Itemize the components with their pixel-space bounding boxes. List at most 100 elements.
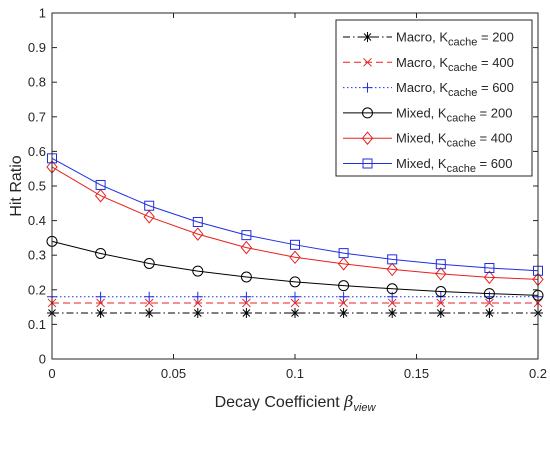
- data-point-s4-10: [483, 288, 495, 300]
- data-point-s1-2-shape: [95, 307, 106, 318]
- data-point-s1-6: [290, 307, 300, 318]
- legend-entry-4: Mixed, Kcache = 200: [343, 105, 512, 124]
- legend-marker-shape: [362, 82, 373, 93]
- data-point-s5-9: [435, 267, 447, 281]
- y-tick-label: 0: [39, 352, 46, 367]
- y-axis-title: Hit Ratio: [8, 155, 25, 216]
- x-tick-label: 0: [48, 366, 55, 381]
- data-point-s6-3-shape: [144, 200, 155, 211]
- data-point-s6-6-shape: [290, 239, 300, 250]
- legend-entry-1: Macro, Kcache = 200: [343, 30, 514, 49]
- data-point-s3-5: [241, 291, 252, 302]
- x-tick-label: 0.1: [286, 366, 304, 381]
- data-point-s1-8: [387, 307, 398, 318]
- data-point-s4-10-shape: [483, 288, 495, 300]
- y-tick-label: 1: [39, 6, 46, 21]
- legend-marker: [361, 131, 374, 145]
- data-point-s3-7: [338, 291, 349, 302]
- y-tick-label: 0.7: [28, 109, 46, 124]
- y-tick-label: 0.8: [28, 75, 46, 90]
- data-point-s1-3: [144, 307, 155, 318]
- data-point-s1-4: [192, 307, 203, 318]
- legend-entry-5: Mixed, Kcache = 400: [343, 131, 512, 150]
- data-point-s3-4-shape: [192, 291, 203, 302]
- data-point-s2-10-shape: [485, 298, 494, 308]
- data-point-s1-10-shape: [484, 307, 495, 318]
- legend-label-main: Mixed, K: [396, 131, 447, 146]
- legend-label-subscript: cache: [447, 138, 476, 150]
- x-tick-label: 0.15: [404, 366, 429, 381]
- data-point-s4-7-shape: [338, 280, 350, 292]
- data-point-s1-7-shape: [338, 307, 349, 318]
- legend-label: Mixed, Kcache = 200: [396, 105, 512, 124]
- data-point-s1-2: [95, 307, 106, 318]
- data-point-s1-9-shape: [435, 307, 446, 318]
- legend-entry-6: Mixed, Kcache = 600: [343, 156, 512, 175]
- data-point-s6-8: [387, 254, 398, 265]
- data-point-s6-10-shape: [484, 263, 495, 274]
- data-point-s1-7: [338, 307, 349, 318]
- x-tick-label: 0.2: [529, 366, 547, 381]
- data-point-s6-4: [192, 216, 203, 227]
- data-point-s2-4: [193, 298, 203, 308]
- legend-label-main: Macro, K: [396, 80, 448, 95]
- data-point-s5-5: [240, 240, 253, 255]
- data-point-s6-10: [484, 263, 495, 274]
- legend-entry-2: Macro, Kcache = 400: [343, 55, 514, 74]
- legend-marker-shape: [363, 57, 372, 67]
- legend-box: [335, 19, 533, 177]
- legend-label-subscript: cache: [448, 37, 477, 49]
- legend-marker: [362, 32, 373, 42]
- series-line-5: [51, 166, 539, 280]
- legend-label-main: Mixed, K: [396, 105, 447, 120]
- data-point-s2-9-shape: [436, 298, 446, 308]
- data-point-s1-5-shape: [241, 307, 252, 318]
- legend-label-value: = 400: [476, 131, 513, 146]
- legend-label-subscript: cache: [448, 62, 477, 74]
- data-point-s4-9: [435, 286, 447, 298]
- data-point-s5-9-shape: [435, 267, 447, 281]
- data-point-s6-4-shape: [192, 216, 203, 227]
- data-point-s6-5-shape: [241, 230, 252, 241]
- x-tick-label: 0.05: [161, 366, 186, 381]
- data-point-s6-6: [290, 239, 300, 250]
- data-point-s6-2: [95, 179, 106, 190]
- legend-marker-shape: [362, 158, 373, 169]
- legend-label: Macro, Kcache = 400: [396, 55, 514, 74]
- data-point-s6-9-shape: [435, 259, 446, 270]
- data-point-s2-3: [144, 298, 154, 308]
- data-point-s3-2-shape: [95, 291, 106, 302]
- legend-label-subscript: cache: [447, 112, 476, 124]
- legend-label-value: = 200: [477, 30, 514, 45]
- data-point-s1-10: [484, 307, 495, 318]
- data-point-s2-4-shape: [193, 298, 203, 308]
- data-point-s6-5: [241, 230, 252, 241]
- data-point-s3-5-shape: [241, 291, 252, 302]
- legend-marker-shape: [362, 32, 373, 42]
- data-point-s3-2: [95, 291, 106, 302]
- legend-label: Mixed, Kcache = 400: [396, 131, 512, 150]
- x-axis: 0 0.05 0.1 0.15 0.2: [48, 13, 547, 381]
- legend-label: Macro, Kcache = 200: [396, 30, 514, 49]
- data-point-s5-5-shape: [240, 240, 253, 255]
- y-tick-label: 0.2: [28, 282, 46, 297]
- data-point-s6-2-shape: [95, 179, 106, 190]
- legend-label-value: = 200: [476, 105, 513, 120]
- data-point-s2-3-shape: [144, 298, 154, 308]
- data-point-s4-8: [386, 283, 398, 295]
- data-point-s1-4-shape: [192, 307, 203, 318]
- legend-marker: [362, 107, 373, 119]
- data-point-s2-5-shape: [242, 298, 251, 308]
- legend-label-value: = 400: [477, 55, 514, 70]
- data-point-s6-7-shape: [338, 248, 349, 259]
- data-point-s5-8: [386, 262, 398, 277]
- legend-marker: [362, 158, 373, 169]
- data-point-s6-8-shape: [387, 254, 398, 265]
- data-point-s5-3-shape: [143, 210, 155, 224]
- data-point-s5-6-shape: [289, 250, 301, 265]
- legend-label: Mixed, Kcache = 600: [396, 156, 512, 175]
- data-point-s4-4: [192, 265, 204, 277]
- data-point-s6-9: [435, 259, 446, 270]
- series-5: [46, 160, 544, 287]
